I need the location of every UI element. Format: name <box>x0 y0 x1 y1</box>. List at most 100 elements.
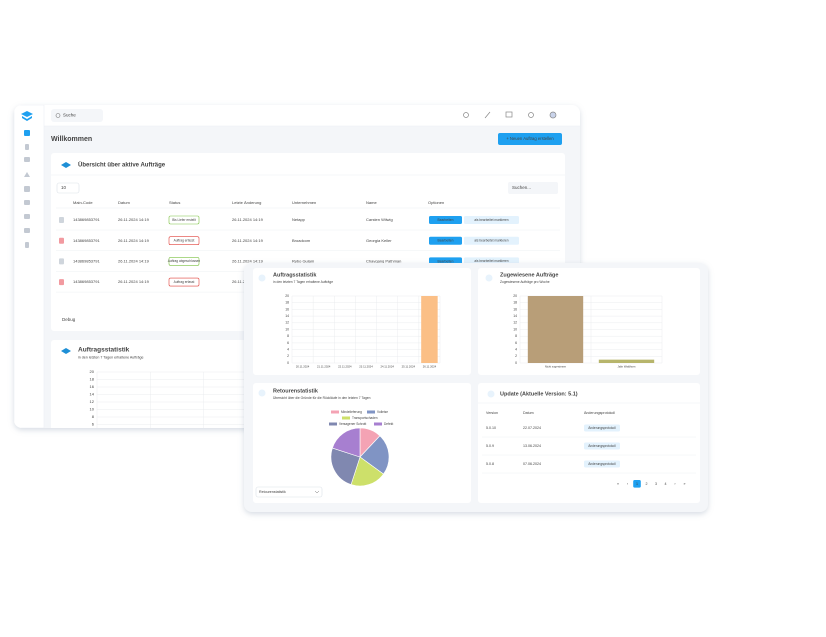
x-tick-label: 23.11.2024 <box>359 365 373 369</box>
changelog-button[interactable] <box>584 442 620 450</box>
cell: Carsten Wilwig <box>366 217 393 222</box>
page-label: 1 <box>636 482 638 486</box>
cell: Broadcom <box>292 238 311 243</box>
debug-label[interactable]: Debug <box>62 317 76 322</box>
legend-swatch <box>342 416 350 420</box>
search-box[interactable] <box>51 109 103 122</box>
y-tick-label: 20 <box>513 294 517 298</box>
page-label: › <box>674 482 676 486</box>
edit-button[interactable] <box>429 236 462 245</box>
y-tick-label: 0 <box>92 444 95 449</box>
y-tick-label: 4 <box>92 429 95 434</box>
x-tick-label: 22.11.2024 <box>338 365 352 369</box>
pie-slice <box>330 447 361 485</box>
icon[interactable] <box>484 111 491 119</box>
y-tick-label: 16 <box>285 307 289 311</box>
column-header: Datum <box>523 411 534 415</box>
status-label: Auftrag erfasst <box>174 239 195 243</box>
card-icon <box>258 389 266 397</box>
changelog-button[interactable] <box>584 424 620 432</box>
nav-icon[interactable] <box>24 228 30 233</box>
mark-label: als bearbeitet markieren <box>474 259 508 263</box>
card-icon <box>61 162 71 168</box>
nav-icon[interactable] <box>24 130 30 136</box>
card-title: Auftragsstatistik <box>78 347 130 354</box>
search-icon <box>55 113 61 118</box>
column-header: Main-Code <box>73 200 93 205</box>
nav-icon[interactable] <box>24 214 30 219</box>
card-title: Auftragsstatistik <box>273 272 317 278</box>
legend-label[interactable]: Mindelieferung <box>341 410 362 414</box>
page-button[interactable] <box>671 480 679 488</box>
x-tick-label: 25.11.2024 <box>402 365 416 369</box>
page-size-select[interactable] <box>56 182 80 194</box>
status-badge <box>168 277 200 287</box>
nav-icon[interactable] <box>25 144 29 150</box>
card-title: Retourenstatistik <box>273 388 319 394</box>
nav-icon[interactable] <box>24 172 30 177</box>
page-button[interactable] <box>661 480 670 488</box>
column-header: Letzte Änderung <box>232 200 261 205</box>
page-button[interactable] <box>652 480 660 488</box>
page-button[interactable] <box>633 480 641 488</box>
y-tick-label: 12 <box>513 321 517 325</box>
new-order-button[interactable] <box>498 133 562 145</box>
page-button[interactable] <box>614 480 622 488</box>
card-icon <box>485 274 493 282</box>
page-button[interactable] <box>642 480 651 488</box>
mark-button[interactable] <box>464 236 519 245</box>
card-title: Update (Aktuelle Version: 5.1) <box>500 391 578 397</box>
cell: 22.07.2024 <box>523 426 541 430</box>
nav-icon[interactable] <box>25 242 29 248</box>
chart-select[interactable] <box>255 486 323 498</box>
icon[interactable] <box>505 111 513 118</box>
cell: 26.11.2024 14:19 <box>232 217 264 222</box>
changelog-button[interactable] <box>584 460 620 468</box>
page-button[interactable] <box>623 480 632 488</box>
x-tick-label: Nicht zugewiesen <box>545 365 567 369</box>
icon[interactable] <box>463 112 469 118</box>
column-header: Datum <box>118 200 130 205</box>
nav-icon[interactable] <box>24 157 30 162</box>
front-window: Update (Aktuelle Version: 5.1) Auftragss… <box>244 263 708 512</box>
table-search[interactable] <box>508 182 558 194</box>
bar <box>527 296 584 363</box>
mark-button[interactable] <box>464 216 519 224</box>
y-tick-label: 12 <box>90 399 95 404</box>
search-placeholder: Suche <box>63 113 76 118</box>
legend-label[interactable]: Transportschaden <box>352 416 378 420</box>
legend-swatch <box>331 410 339 414</box>
y-tick-label: 0 <box>515 361 517 365</box>
y-tick-label: 18 <box>513 301 517 305</box>
column-header: Status <box>169 200 180 205</box>
nav-icon[interactable] <box>24 200 30 205</box>
legend-label[interactable]: Volleise <box>377 410 388 414</box>
page-title: Willkommen <box>51 136 92 143</box>
column-header: Version <box>486 411 498 415</box>
y-tick-label: 2 <box>287 354 289 358</box>
y-tick-label: 12 <box>285 321 289 325</box>
edit-button[interactable] <box>429 216 462 224</box>
topbar-icons <box>463 111 557 119</box>
page-button[interactable] <box>680 480 689 488</box>
cell: 5.0.10 <box>486 426 496 430</box>
logo <box>21 111 33 121</box>
y-tick-label: 0 <box>287 361 289 365</box>
edit-label: Bearbeiten <box>438 239 454 243</box>
x-tick-label: 20.11.2024 <box>116 449 132 453</box>
y-tick-label: 16 <box>90 384 95 389</box>
changelog-label: Änderungsprotokoll <box>588 426 616 430</box>
edit-label: Bearbeiten <box>438 259 454 263</box>
icon[interactable] <box>528 112 534 118</box>
changelog-label: Änderungsprotokoll <box>588 462 616 466</box>
avatar[interactable] <box>549 111 557 119</box>
y-tick-label: 10 <box>285 327 289 331</box>
y-tick-label: 20 <box>285 294 289 298</box>
chart-card <box>478 268 700 375</box>
legend-label[interactable]: Versagener Schrott <box>339 422 366 426</box>
card-icon <box>487 390 495 398</box>
y-tick-label: 8 <box>515 334 517 338</box>
nav-icon[interactable] <box>24 186 30 192</box>
legend-label[interactable]: Defekt <box>384 422 393 426</box>
